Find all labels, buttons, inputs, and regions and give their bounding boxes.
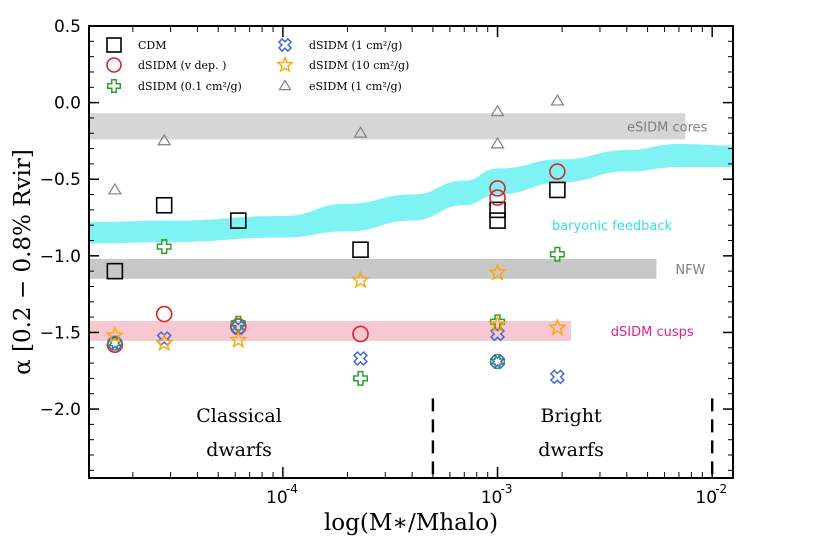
data-point-dsidm-1 <box>277 37 293 53</box>
data-point-dsidm-1 <box>230 320 246 336</box>
data-point-esidm-1 <box>490 136 505 149</box>
data-point-cdm <box>106 37 122 53</box>
plot-frame <box>88 25 734 479</box>
band-label: NFW <box>675 263 705 278</box>
data-point-esidm-1 <box>353 126 368 138</box>
x-tick-exponent: -2 <box>715 482 727 496</box>
data-point-dsidm-vdep <box>155 305 173 323</box>
legend-label: eSIDM (1 cm²/g) <box>309 80 402 93</box>
band-nfw <box>89 258 657 279</box>
data-point-cdm <box>489 212 506 229</box>
legend-label: dSIDM (v dep. ) <box>138 59 226 72</box>
data-point-dsidm-10 <box>105 325 125 344</box>
data-point-cdm <box>549 181 566 199</box>
x-tick-exponent: -3 <box>501 482 513 496</box>
data-point-dsidm-0-1 <box>549 246 565 262</box>
data-point-dsidm-vdep <box>489 189 506 206</box>
y-axis-title: α [0.2 − 0.8% Rvir] <box>10 149 36 375</box>
x-axis-title: log(M∗/Mhalo) <box>324 510 498 536</box>
region-label: dwarfs <box>538 439 604 461</box>
data-point-cdm <box>489 201 506 219</box>
data-point-dsidm-10 <box>228 330 248 349</box>
region-label: Bright <box>540 405 602 427</box>
data-point-cdm <box>155 196 173 214</box>
text-layer: eSIDM cores NFW dSIDM cusps baryonic feedba… <box>196 120 707 461</box>
y-tick-label: −2.0 <box>40 400 81 420</box>
feedback-layer <box>89 143 733 244</box>
data-point-dsidm-10 <box>276 55 294 73</box>
legend-label: dSIDM (1 cm²/g) <box>309 39 402 52</box>
data-point-dsidm-10 <box>488 314 507 333</box>
legend-layer: CDM dSIDM (v dep. ) dSIDM (0.1 cm²/g) dSIDM… <box>106 37 409 94</box>
x-tick-label: 10 <box>481 488 503 508</box>
y-tick-label: −1.0 <box>40 247 81 267</box>
data-point-dsidm-vdep <box>106 57 122 73</box>
divider-layer <box>431 398 714 478</box>
y-tick-label: 0.5 <box>54 17 81 37</box>
data-point-dsidm-10 <box>548 318 567 336</box>
data-point-dsidm-10 <box>351 270 370 289</box>
legend-label: CDM <box>138 39 167 52</box>
x-tick-label: 10 <box>266 488 288 508</box>
data-point-esidm-1 <box>490 104 505 117</box>
data-point-dsidm-10 <box>488 262 507 281</box>
axes-layer: 0.50.0−0.5−1.0−1.5−2.010-4 10-3 10-2log(M∗… <box>10 17 734 536</box>
data-point-esidm-1 <box>157 133 172 146</box>
data-point-dsidm-vdep <box>489 180 506 197</box>
band-label: baryonic feedback <box>552 219 673 234</box>
y-tick-label: −1.5 <box>40 323 81 343</box>
data-point-dsidm-0-1 <box>353 370 369 386</box>
data-point-dsidm-0-1 <box>106 78 122 94</box>
region-label: dwarfs <box>206 439 272 461</box>
baryonic-feedback-band <box>89 143 733 244</box>
data-point-esidm-1 <box>107 182 122 195</box>
data-point-dsidm-1 <box>352 350 369 367</box>
bands-layer <box>89 113 686 341</box>
x-tick-exponent: -4 <box>286 482 298 496</box>
legend-label: dSIDM (10 cm²/g) <box>309 59 409 72</box>
band-label: dSIDM cusps <box>611 325 694 340</box>
y-tick-label: −0.5 <box>40 170 81 190</box>
band-label: eSIDM cores <box>627 120 708 135</box>
x-tick-label: 10 <box>695 488 717 508</box>
data-point-dsidm-0-1 <box>230 315 246 331</box>
legend-label: dSIDM (0.1 cm²/g) <box>138 80 242 93</box>
data-point-dsidm-vdep <box>549 163 566 180</box>
points-layer <box>105 93 567 386</box>
data-point-cdm <box>106 262 124 280</box>
band-esidm-cores <box>89 113 686 140</box>
band-dsidm-cusps <box>89 320 572 341</box>
data-point-dsidm-vdep <box>352 325 369 343</box>
data-point-cdm <box>352 241 369 259</box>
data-point-dsidm-0-1 <box>156 239 172 255</box>
y-tick-label: 0.0 <box>54 94 81 114</box>
region-label: Classical <box>196 405 282 427</box>
data-point-esidm-1 <box>278 79 292 91</box>
data-point-dsidm-1 <box>549 369 565 385</box>
data-point-dsidm-10 <box>154 333 174 352</box>
data-point-cdm <box>229 212 247 229</box>
data-point-dsidm-1 <box>489 354 506 370</box>
data-point-esidm-1 <box>550 93 565 106</box>
